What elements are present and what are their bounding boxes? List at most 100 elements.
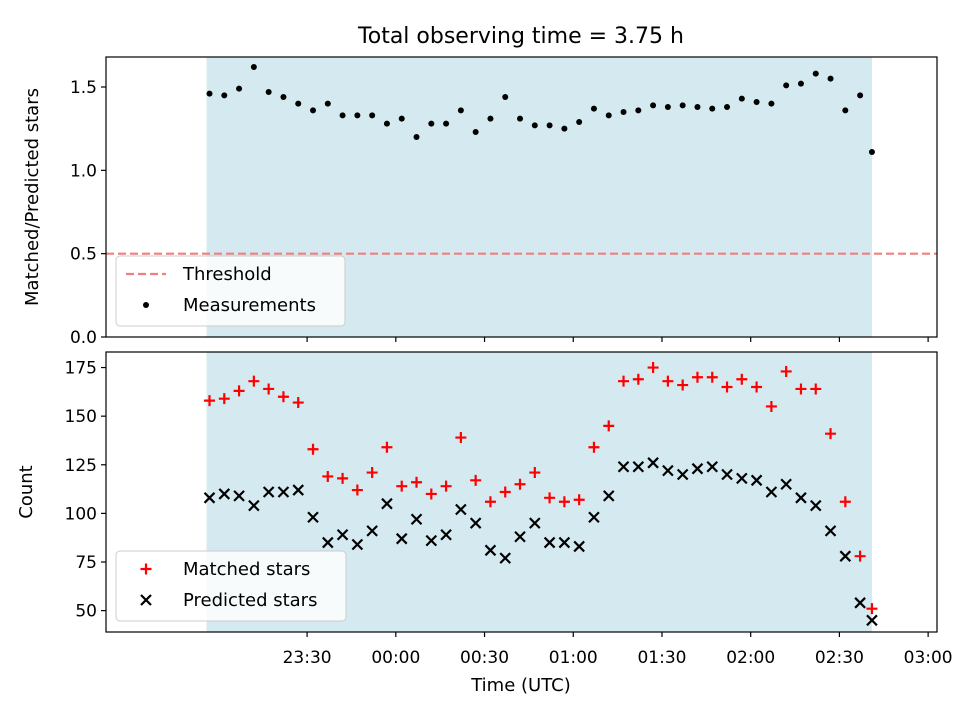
y-tick-label: 100 [65, 504, 97, 524]
matched-star-point [218, 393, 230, 405]
chart-title: Total observing time = 3.75 h [357, 24, 684, 49]
predicted-star-point [336, 529, 349, 541]
predicted-star-point [425, 534, 438, 547]
predicted-star-point [602, 490, 615, 502]
measurement-point [709, 105, 716, 112]
predicted-star-point [203, 492, 216, 504]
matched-star-point [751, 381, 763, 393]
predicted-star-point [558, 536, 571, 549]
x-tick-label: 01:30 [637, 648, 686, 668]
matched-star-point [307, 443, 319, 455]
measurement-point [797, 80, 804, 87]
measurement-point [457, 107, 464, 114]
measurement-point [354, 112, 361, 119]
measurement-point [280, 94, 287, 100]
predicted-star-point [469, 517, 482, 529]
x-axis-label: Time (UTC) [470, 675, 571, 696]
predicted-star-point [647, 457, 659, 469]
measurement-point [546, 122, 553, 129]
legend-matched-swatch [140, 563, 152, 575]
matched-star-point [396, 480, 408, 492]
measurement-point [724, 104, 731, 110]
matched-star-point [366, 467, 378, 479]
predicted-star-point [277, 486, 290, 498]
x-tick-label: 23:30 [283, 648, 332, 668]
axes-frame [105, 56, 938, 338]
predicted-star-point [588, 511, 600, 524]
predicted-star-point [765, 486, 778, 498]
matched-star-point [721, 381, 733, 393]
measurement-point [842, 107, 849, 114]
matched-star-point [706, 371, 718, 383]
legend: Matched stars Predicted stars [115, 550, 347, 622]
predicted-star-point [484, 544, 497, 557]
matched-star-point [204, 395, 216, 407]
x-tick-label: 01:00 [549, 648, 598, 668]
measurement-point [265, 89, 272, 95]
matched-star-point [484, 496, 496, 508]
predicted-star-point [351, 538, 364, 551]
predicted-star-point [455, 503, 467, 516]
matched-star-point [795, 383, 807, 395]
measurement-point [443, 120, 450, 127]
matched-star-point [544, 492, 556, 504]
series-matched-stars [204, 362, 878, 615]
matched-star-point [440, 480, 452, 492]
measurement-point [605, 112, 612, 119]
measurement-point [502, 94, 509, 100]
predicted-star-point [809, 499, 822, 512]
matched-star-point [825, 428, 837, 440]
predicted-star-point [529, 517, 541, 529]
predicted-star-point [617, 460, 630, 473]
measurement-point [310, 107, 317, 114]
measurement-point [694, 104, 701, 110]
matched-star-point [765, 400, 777, 412]
axes-frame [105, 351, 938, 633]
measurement-point [664, 104, 671, 110]
matched-star-point [351, 484, 363, 496]
y-tick-label: 125 [65, 456, 97, 476]
matched-star-point [248, 375, 260, 387]
legend-box [115, 550, 347, 622]
legend-label: Predicted stars [183, 590, 317, 611]
measurement-point [398, 115, 405, 122]
matched-star-point [322, 470, 334, 482]
predicted-star-point [262, 486, 275, 498]
matched-star-point [662, 375, 674, 387]
predicted-star-point [410, 513, 423, 525]
measurement-point [206, 90, 213, 97]
matched-star-point [603, 420, 615, 432]
matched-star-point [677, 379, 689, 391]
predicted-star-point [395, 532, 408, 545]
matched-star-point [573, 494, 585, 506]
measurement-point [590, 105, 597, 112]
y-axis-label: Count [16, 465, 37, 518]
legend-label: Threshold [182, 264, 272, 285]
measurement-point [531, 122, 538, 129]
matched-star-point [233, 385, 245, 397]
matched-star-point [337, 472, 349, 484]
y-tick-label: 75 [75, 553, 97, 573]
matched-star-point [647, 362, 659, 374]
x-tick-label: 03:00 [904, 648, 953, 668]
matched-star-point [588, 441, 600, 453]
measurement-point [827, 75, 834, 82]
legend-label: Measurements [183, 295, 316, 316]
legend: Threshold Measurements [115, 255, 346, 327]
measurement-point [339, 112, 346, 119]
matched-star-point [618, 375, 630, 387]
predicted-star-point [440, 529, 452, 541]
matched-star-point [499, 486, 511, 498]
measurement-point [517, 115, 524, 122]
predicted-star-point [706, 460, 719, 473]
ratio-panel: 0.0 0.5 1.0 1.5 Matched/Predicted stars Thres… [22, 56, 938, 348]
legend-label: Matched stars [183, 559, 310, 580]
predicted-star-point [218, 488, 231, 500]
predicted-star-point [499, 552, 512, 564]
predicted-star-point [322, 536, 334, 549]
y-axis-label: Matched/Predicted stars [22, 88, 43, 306]
measurement-point [487, 115, 494, 122]
matched-star-point [529, 467, 541, 479]
legend-predicted-swatch [140, 594, 152, 606]
measurement-point [679, 102, 686, 109]
